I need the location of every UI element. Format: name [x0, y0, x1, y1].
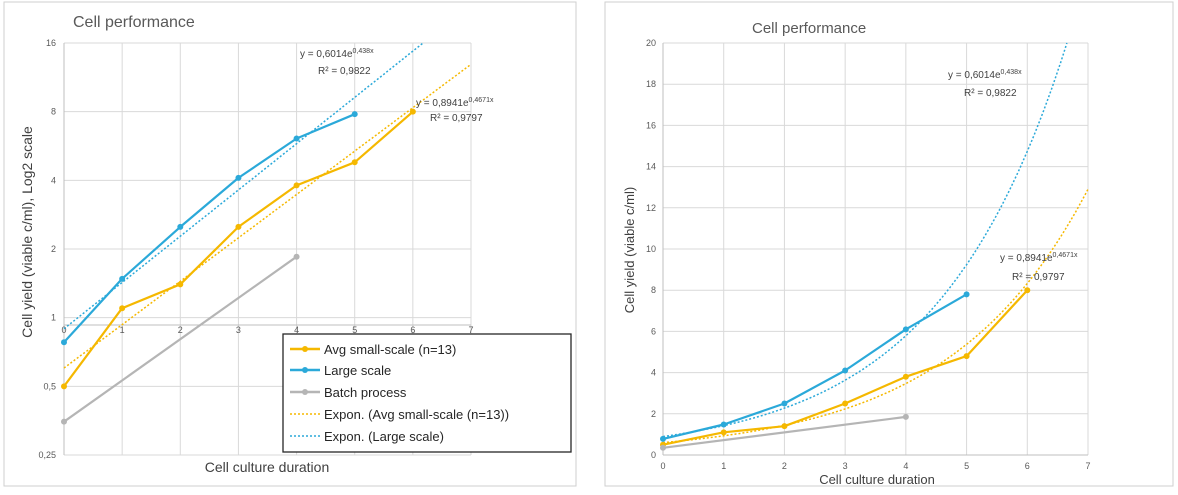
data-point-avg-small-scale-n-13: [293, 182, 300, 189]
data-point-large-scale: [61, 339, 67, 346]
data-point-large-scale: [720, 421, 727, 428]
y-tick-label: 4: [51, 175, 56, 185]
data-point-large-scale: [351, 111, 358, 118]
y-tick-label: 16: [46, 38, 56, 48]
data-point-avg-small-scale-n-13: [409, 108, 416, 115]
x-tick-label: 2: [782, 461, 787, 471]
y-tick-label: 2: [51, 244, 56, 254]
data-point-avg-small-scale-n-13: [720, 429, 727, 436]
y-tick-label: 0,5: [43, 381, 56, 391]
x-tick-label: 7: [1085, 461, 1090, 471]
chart-title: Cell performance: [752, 20, 866, 37]
y-tick-label: 1: [51, 313, 56, 323]
legend-marker-small-scale: [302, 346, 308, 352]
legend-marker-batch: [302, 389, 308, 395]
data-point-avg-small-scale-n-13: [351, 159, 358, 166]
x-tick-label: 1: [721, 461, 726, 471]
y-tick-label: 18: [646, 79, 656, 89]
x-axis-label: Cell culture duration: [205, 459, 330, 475]
trendline-r-squared: R² = 0,9797: [430, 113, 483, 124]
y-axis-label: Cell yield (viable c/ml): [622, 187, 637, 313]
x-axis-label: Cell culture duration: [819, 472, 935, 487]
x-tick-label: 4: [294, 325, 299, 335]
series-line-large-scale: [662, 293, 968, 440]
x-tick-label: 0: [660, 461, 665, 471]
legend-label-small-scale: Avg small-scale (n=13): [324, 342, 456, 357]
data-point-large-scale: [293, 135, 300, 142]
data-point-large-scale: [963, 291, 970, 298]
trendline-expon-large-scale: [662, 42, 1068, 438]
x-tick-label: 0: [61, 325, 66, 335]
data-point-large-scale: [119, 275, 126, 282]
y-tick-label: 0,25: [38, 450, 56, 460]
data-point-large-scale: [902, 326, 909, 333]
y-tick-label: 8: [51, 107, 56, 117]
trendline-r-squared: R² = 0,9797: [1012, 272, 1065, 283]
series-line-large-scale: [63, 113, 356, 344]
x-tick-label: 5: [352, 325, 357, 335]
data-point-large-scale: [177, 223, 184, 230]
y-tick-label: 10: [646, 244, 656, 254]
legend-label-large-scale: Large scale: [324, 363, 391, 378]
series-line-batch-process: [63, 255, 298, 423]
x-tick-label: 3: [236, 325, 241, 335]
x-tick-label: 2: [178, 325, 183, 335]
data-point-avg-small-scale-n-13: [963, 353, 970, 360]
legend: Avg small-scale (n=13) Large scale Batch…: [282, 333, 572, 453]
data-point-avg-small-scale-n-13: [177, 281, 184, 288]
data-point-avg-small-scale-n-13: [781, 423, 788, 430]
data-point-avg-small-scale-n-13: [61, 383, 67, 390]
data-point-avg-small-scale-n-13: [235, 223, 242, 230]
y-tick-label: 12: [646, 203, 656, 213]
data-point-large-scale: [842, 367, 849, 374]
data-point-avg-small-scale-n-13: [119, 305, 126, 312]
x-tick-label: 4: [903, 461, 908, 471]
legend-label-expon-large: Expon. (Large scale): [324, 429, 444, 444]
legend-marker-large-scale: [302, 367, 308, 373]
y-tick-label: 0: [651, 450, 656, 460]
data-point-large-scale: [660, 435, 666, 442]
data-point-large-scale: [235, 174, 242, 181]
x-tick-label: 1: [120, 325, 125, 335]
x-tick-label: 6: [1025, 461, 1030, 471]
y-tick-label: 2: [651, 409, 656, 419]
y-tick-label: 16: [646, 120, 656, 130]
data-point-avg-small-scale-n-13: [1024, 287, 1031, 294]
trendline-r-squared: R² = 0,9822: [318, 66, 371, 77]
data-point-batch-process: [61, 418, 67, 425]
legend-label-batch: Batch process: [324, 385, 407, 400]
y-tick-label: 6: [651, 326, 656, 336]
x-tick-label: 3: [843, 461, 848, 471]
y-axis-label: Cell yield (viable c/ml), Log2 scale: [19, 126, 35, 338]
trendline-r-squared: R² = 0,9822: [964, 88, 1017, 99]
y-tick-label: 8: [651, 285, 656, 295]
data-point-avg-small-scale-n-13: [842, 400, 849, 407]
chart-frame: [604, 1, 1174, 487]
chart-title: Cell performance: [73, 14, 195, 31]
data-point-batch-process: [902, 413, 909, 420]
y-tick-label: 14: [646, 162, 656, 172]
data-point-large-scale: [781, 400, 788, 407]
data-point-batch-process: [293, 253, 300, 260]
legend-label-expon-small: Expon. (Avg small-scale (n=13)): [324, 407, 509, 422]
data-point-batch-process: [660, 444, 666, 451]
x-tick-label: 7: [468, 325, 473, 335]
data-point-avg-small-scale-n-13: [902, 373, 909, 380]
legend-box: [282, 333, 572, 453]
trendline-expon-avg-small-scale-n-13: [63, 63, 472, 369]
x-tick-label: 6: [410, 325, 415, 335]
series-line-batch-process: [662, 415, 907, 449]
y-tick-label: 20: [646, 38, 656, 48]
y-tick-label: 4: [651, 368, 656, 378]
x-tick-label: 5: [964, 461, 969, 471]
